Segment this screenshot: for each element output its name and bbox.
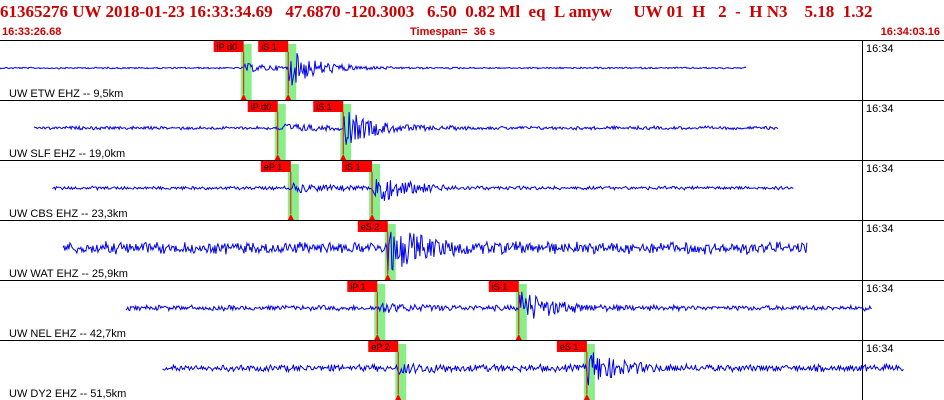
pick-label[interactable]: iP d0 [251,102,271,112]
pick-label-box [258,41,289,52]
station-label[interactable]: UW NEL EHZ -- 42,7km [9,328,126,340]
station-label[interactable]: UW ETW EHZ -- 9,5km [9,88,123,100]
waveform-trace[interactable] [125,291,872,319]
pick-label-box [347,281,378,292]
pick-label-box [357,221,388,232]
end-time-label: 16:34:03.16 [880,26,940,38]
pick-uncertainty-band [274,104,286,160]
waveform-trace[interactable] [62,231,808,271]
timespan-caption: Timespan= [410,26,468,38]
pick-label-box [488,281,519,292]
pick-label[interactable]: iS 1 [261,42,277,52]
pick-label[interactable]: iP 1 [350,282,365,292]
pick-label[interactable]: iP d0 [217,42,237,52]
event-header: 61365276 UW 2018-01-23 16:33:34.69 47.68… [0,0,944,40]
pick-label[interactable]: eS 1 [560,342,579,352]
station-label[interactable]: UW DY2 EHZ -- 51,5km [9,388,126,400]
waveform-trace[interactable] [162,352,904,386]
pick-triangle-marker [369,214,376,220]
pick-triangle-marker [240,94,247,100]
pick-label[interactable]: eP 2 [371,342,389,352]
pick-label-box [556,341,587,352]
pick-label-box [247,101,278,112]
pick-label-box [313,101,344,112]
pick-label-box [213,41,244,52]
event-summary-line: 61365276 UW 2018-01-23 16:33:34.69 47.68… [0,2,873,21]
pick-triangle-marker [287,214,294,220]
time-mark-label: 16:34 [866,343,894,355]
pick-triangle-marker [285,94,292,100]
station-label[interactable]: UW SLF EHZ -- 19,0km [9,148,125,160]
pick-label[interactable]: iS 1 [316,102,332,112]
time-mark-label: 16:34 [866,103,894,115]
pick-label[interactable]: iS 1 [492,282,508,292]
pick-uncertainty-band [384,224,396,280]
seismogram-panel[interactable]: 16:34 iP d0 iS 1 UW ETW EHZ -- 9,5km 16:34 iP… [0,40,944,400]
waveform-trace[interactable] [0,53,747,86]
pick-triangle-marker [384,274,391,280]
pick-label-box [342,161,373,172]
waveform-trace[interactable] [52,178,794,201]
pick-uncertainty-band [515,284,527,340]
time-mark-label: 16:34 [866,163,894,175]
start-time-label: 16:33:26.68 [2,26,62,38]
pick-uncertainty-band [287,164,299,220]
pick-uncertainty-band [340,104,352,160]
pick-triangle-marker [515,334,522,340]
pick-label[interactable]: eP 1 [264,162,282,172]
pick-uncertainty-band [240,44,252,100]
pick-triangle-marker [340,154,347,160]
pick-uncertainty-band [369,164,381,220]
station-label[interactable]: UW WAT EHZ -- 25,9km [9,268,128,280]
time-mark-label: 16:34 [866,223,894,235]
time-mark-label: 16:34 [866,43,894,55]
pick-triangle-marker [374,334,381,340]
station-label[interactable]: UW CBS EHZ -- 23,3km [9,208,128,220]
time-mark-label: 16:34 [866,283,894,295]
pick-label[interactable]: eS 2 [361,222,380,232]
pick-label-box [368,341,399,352]
timespan-value: 36 s [473,26,496,38]
pick-label[interactable]: iS 1 [345,162,361,172]
timespan-label: Timespan= 36 s [410,26,495,38]
pick-triangle-marker [395,394,402,400]
waveform-trace[interactable] [33,111,779,145]
pick-triangle-marker [274,154,281,160]
pick-label-box [260,161,291,172]
pick-triangle-marker [583,394,590,400]
